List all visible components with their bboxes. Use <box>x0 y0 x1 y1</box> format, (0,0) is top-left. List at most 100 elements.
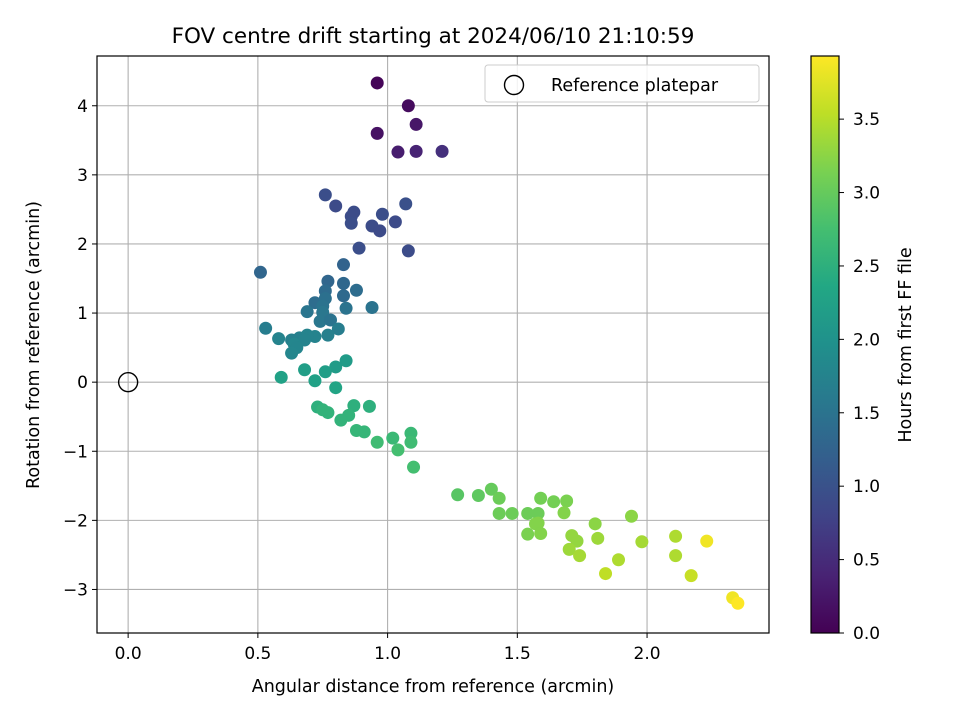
data-point <box>409 117 423 131</box>
data-point <box>334 413 348 427</box>
data-point <box>370 126 384 140</box>
data-point <box>316 403 330 417</box>
data-point <box>365 301 379 315</box>
data-point <box>573 549 587 563</box>
data-point <box>285 346 299 360</box>
data-point <box>534 526 548 540</box>
colorbar-tick-label: 3.5 <box>853 110 880 130</box>
data-point <box>612 553 626 567</box>
data-point <box>700 534 714 548</box>
data-point <box>370 76 384 90</box>
data-point <box>272 332 286 346</box>
plot-frame <box>96 55 770 634</box>
data-point <box>562 542 576 556</box>
data-point <box>373 224 387 238</box>
data-point <box>259 321 273 335</box>
data-point <box>401 244 415 258</box>
data-point <box>528 517 542 531</box>
data-point <box>388 215 402 229</box>
data-point <box>492 491 506 505</box>
x-tick-label: 1.0 <box>374 644 401 664</box>
x-tick-label: 0.5 <box>244 644 271 664</box>
y-tick-label: 4 <box>77 97 88 117</box>
y-axis-ticks: −3 −2 −1 0 1 2 3 4 <box>63 97 97 600</box>
data-point <box>521 527 535 541</box>
data-point <box>339 354 353 368</box>
data-point <box>375 207 389 221</box>
data-point <box>321 328 335 342</box>
data-point <box>624 509 638 523</box>
y-tick-label: 2 <box>77 235 88 255</box>
y-tick-label: 3 <box>77 166 88 186</box>
colorbar-label: Hours from first FF file <box>896 247 916 442</box>
data-point <box>401 99 415 113</box>
data-point <box>308 374 322 388</box>
data-point <box>329 381 343 395</box>
reference-marker-group <box>117 371 139 393</box>
data-point <box>588 517 602 531</box>
data-point <box>352 241 366 255</box>
data-point <box>557 506 571 520</box>
x-tick-label: 0.0 <box>115 644 142 664</box>
data-point <box>370 435 384 449</box>
data-point <box>521 506 535 520</box>
data-point <box>471 488 485 502</box>
colorbar-ticks: 0.0 0.5 1.0 1.5 2.0 2.5 3.0 3.5 <box>839 110 880 644</box>
data-point <box>669 529 683 543</box>
data-point <box>318 365 332 379</box>
colorbar-tick-label: 0.5 <box>853 551 880 571</box>
data-point <box>391 443 405 457</box>
x-tick-label: 2.0 <box>634 644 661 664</box>
colorbar-tick-label: 3.0 <box>853 184 880 204</box>
colorbar-tick-label: 2.0 <box>853 330 880 350</box>
grid <box>97 56 769 633</box>
legend: Reference platepar <box>484 64 760 103</box>
data-point <box>347 399 361 413</box>
colorbar <box>810 55 840 634</box>
data-point <box>344 216 358 230</box>
data-point <box>560 494 574 508</box>
data-point <box>731 596 745 610</box>
colorbar-tick-label: 0.0 <box>853 624 880 644</box>
data-point <box>313 314 327 328</box>
data-point <box>300 305 314 319</box>
y-axis-label: Rotation from reference (arcmin) <box>24 201 44 489</box>
data-point <box>349 424 363 438</box>
data-point <box>547 495 561 509</box>
x-axis-label: Angular distance from reference (arcmin) <box>252 677 615 697</box>
data-point <box>435 144 449 158</box>
x-axis-ticks: 0.0 0.5 1.0 1.5 2.0 <box>115 633 661 664</box>
chart-title: FOV centre drift starting at 2024/06/10 … <box>172 24 695 49</box>
data-point <box>534 491 548 505</box>
data-point <box>492 506 506 520</box>
data-point <box>349 283 363 297</box>
data-point <box>336 258 350 272</box>
data-point <box>331 322 345 336</box>
colorbar-tick-label: 2.5 <box>853 257 880 277</box>
data-point <box>391 145 405 159</box>
colorbar-tick-label: 1.0 <box>853 477 880 497</box>
data-point <box>484 482 498 496</box>
data-point <box>386 431 400 445</box>
data-point <box>407 460 421 474</box>
data-point <box>531 506 545 520</box>
y-tick-label: 1 <box>77 304 88 324</box>
legend-box <box>484 64 760 103</box>
data-point <box>253 265 267 279</box>
data-point <box>684 569 698 583</box>
data-point <box>298 363 312 377</box>
y-tick-label: −2 <box>63 511 88 531</box>
data-points <box>253 76 745 610</box>
data-point <box>336 289 350 303</box>
data-point <box>318 188 332 202</box>
legend-label-reference: Reference platepar <box>551 76 719 96</box>
data-point <box>591 531 605 545</box>
data-point <box>505 506 519 520</box>
data-point <box>570 534 584 548</box>
data-point <box>599 567 613 581</box>
colorbar-tick-label: 1.5 <box>853 404 880 424</box>
data-point <box>339 301 353 315</box>
legend-marker-reference <box>503 74 525 96</box>
data-point <box>274 370 288 384</box>
